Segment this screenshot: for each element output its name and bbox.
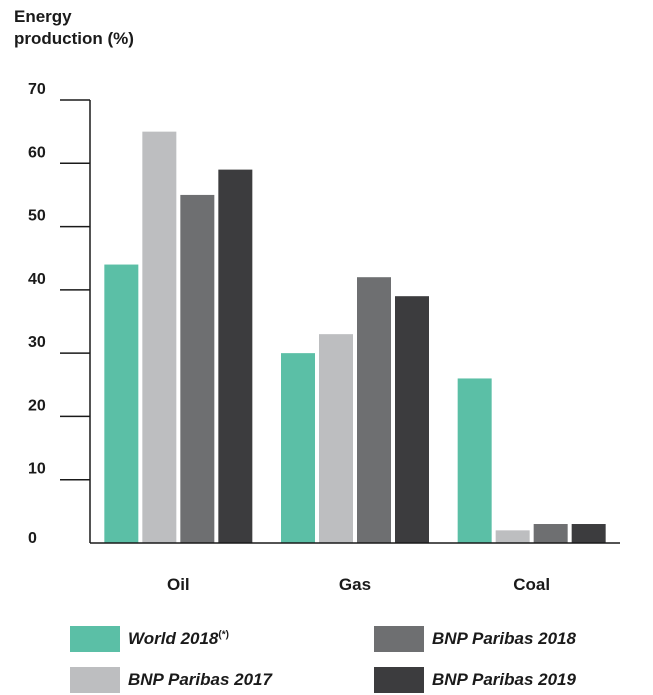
legend-swatch: [70, 667, 120, 693]
bar-coal-1: [495, 530, 530, 543]
y-tick-label: 30: [28, 334, 46, 351]
y-axis-label-line-1: Energy: [14, 7, 72, 26]
y-axis-label: Energy production (%): [14, 6, 134, 50]
bar-gas-3: [395, 296, 429, 543]
bar-gas-2: [357, 277, 391, 543]
legend-item: BNP Paribas 2017: [70, 667, 272, 693]
legend-swatch: [374, 667, 424, 693]
legend-footnote-mark: (*): [218, 629, 229, 641]
legend-item: World 2018(*): [70, 626, 229, 652]
legend-label: BNP Paribas 2018: [432, 629, 576, 648]
bar-oil-2: [180, 194, 215, 543]
bar-oil-0: [104, 264, 139, 543]
y-axis-label-line-2: production (%): [14, 29, 134, 48]
bar-gas-1: [319, 334, 353, 543]
y-axis: 0 10 20 30 40 50 60 70: [28, 81, 91, 547]
bar-chart: 0 10 20 30 40 50 60 70 Oil Gas Coal: [28, 81, 620, 594]
legend-swatch: [374, 626, 424, 652]
legend-label: BNP Paribas 2019: [432, 670, 576, 689]
bar-coal-0: [457, 378, 492, 543]
y-tick-label: 50: [28, 208, 46, 225]
x-category-label: Gas: [339, 575, 371, 594]
y-tick-label: 40: [28, 271, 46, 288]
bar-oil-1: [142, 131, 177, 543]
x-category-label: Oil: [167, 575, 190, 594]
bars: [104, 131, 606, 543]
bar-coal-3: [571, 524, 606, 543]
bar-coal-2: [533, 524, 568, 543]
bar-gas-0: [281, 353, 315, 543]
legend-label: World 2018(*): [128, 629, 229, 648]
y-tick-label: 20: [28, 397, 46, 414]
x-axis: Oil Gas Coal: [90, 542, 620, 594]
y-tick-label: 60: [28, 144, 46, 161]
x-category-label: Coal: [513, 575, 550, 594]
y-tick-label: 0: [28, 530, 37, 547]
legend-label: BNP Paribas 2017: [128, 670, 272, 689]
y-tick-label: 70: [28, 81, 46, 98]
legend-item: BNP Paribas 2018: [374, 626, 576, 652]
legend-swatch: [70, 626, 120, 652]
y-tick-label: 10: [28, 461, 46, 478]
bar-oil-3: [218, 169, 253, 543]
legend-item: BNP Paribas 2019: [374, 667, 576, 693]
